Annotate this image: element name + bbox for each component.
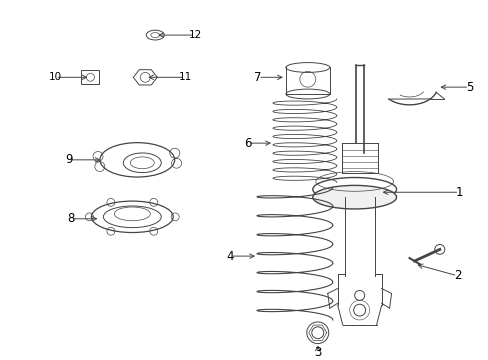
- Text: 1: 1: [455, 186, 462, 199]
- Text: 8: 8: [67, 212, 74, 225]
- Ellipse shape: [285, 63, 329, 72]
- Ellipse shape: [312, 185, 396, 209]
- Text: 7: 7: [254, 71, 261, 84]
- Text: 11: 11: [178, 72, 191, 82]
- Text: 6: 6: [244, 137, 251, 150]
- Text: 4: 4: [226, 249, 233, 262]
- Text: 2: 2: [453, 269, 460, 282]
- Text: 3: 3: [313, 346, 321, 359]
- Text: 5: 5: [465, 81, 472, 94]
- Text: 10: 10: [49, 72, 62, 82]
- Text: 12: 12: [188, 30, 202, 40]
- Text: 9: 9: [64, 153, 72, 166]
